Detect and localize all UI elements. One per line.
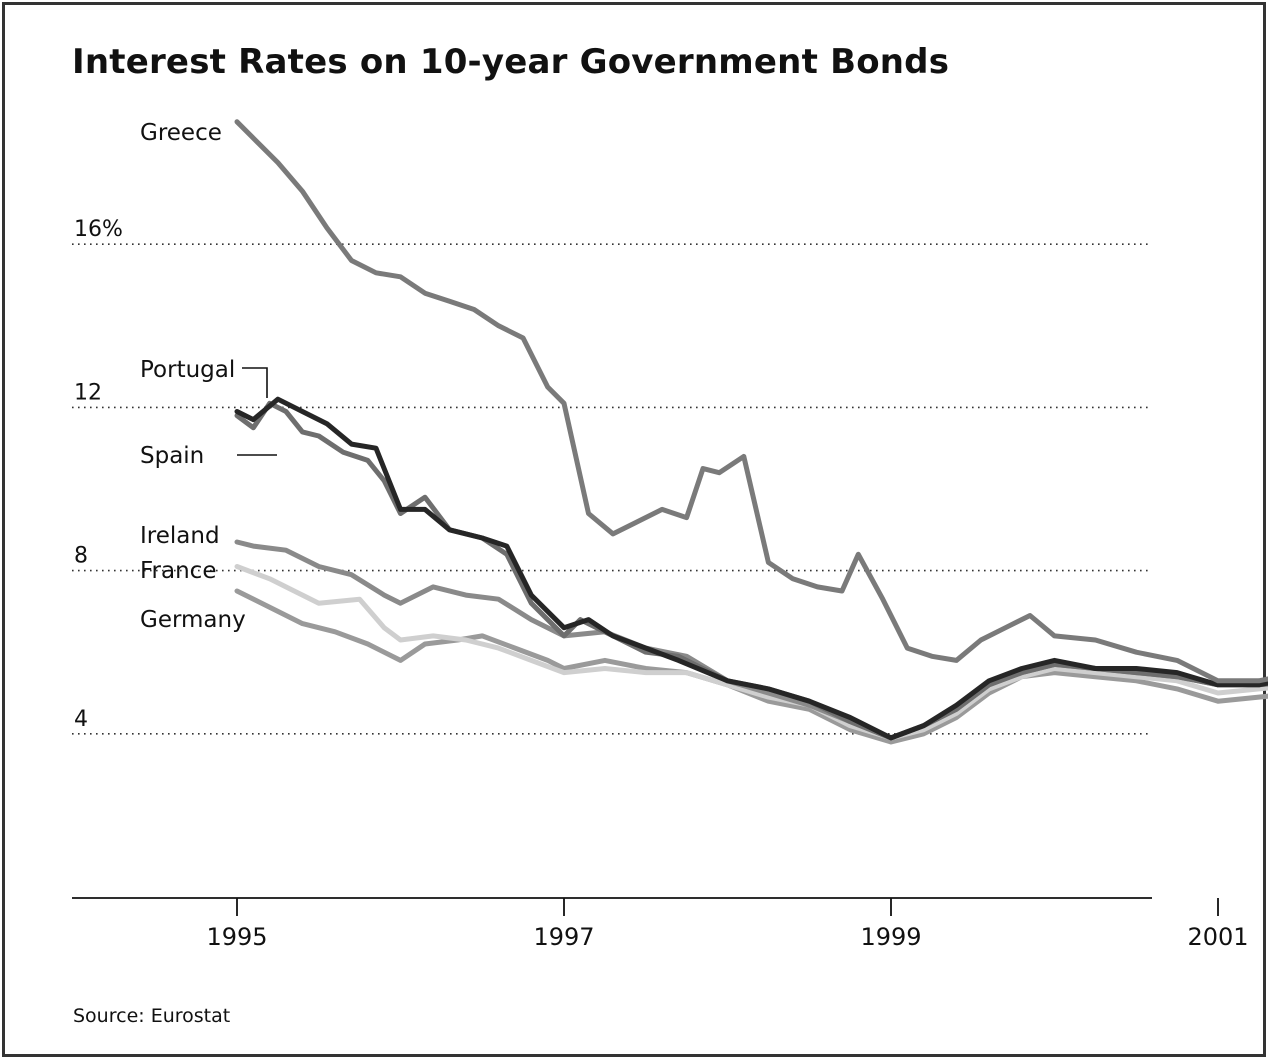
series-line-germany [234,588,1268,745]
series-label-portugal: Portugal [140,357,235,383]
series-label-france: France [140,558,216,584]
leader-line-portugal [242,367,268,398]
chart-title: Interest Rates on 10-year Government Bon… [72,42,950,82]
y-axis-ticks: 16% 12 8 4 [74,217,123,732]
series-line-portugal [234,396,1268,741]
series-line-france [234,564,1268,741]
x-tick-label-2: 1999 [860,923,921,951]
y-tick-label-0: 16% [74,217,123,242]
series-label-greece: Greece [140,120,222,146]
x-tick-label-0: 1995 [206,923,267,951]
series-label-spain: Spain [140,443,204,469]
series-label-germany: Germany [140,607,246,633]
series-line-greece [234,119,1268,684]
x-tick-label-3: 2001 [1187,923,1248,951]
y-tick-label-3: 4 [74,707,88,732]
series-lines [234,119,1268,745]
x-tick-label-1: 1997 [533,923,594,951]
series-label-ireland: Ireland [140,523,220,549]
source-note: Source: Eurostat [73,1005,231,1027]
series-line-spain [234,400,1268,741]
series-labels: Greece Portugal Spain Ireland France Germany [140,120,277,633]
y-tick-label-1: 12 [74,380,102,405]
y-tick-label-2: 8 [74,544,88,569]
x-axis: 199519971999200120032005 [72,897,1249,951]
